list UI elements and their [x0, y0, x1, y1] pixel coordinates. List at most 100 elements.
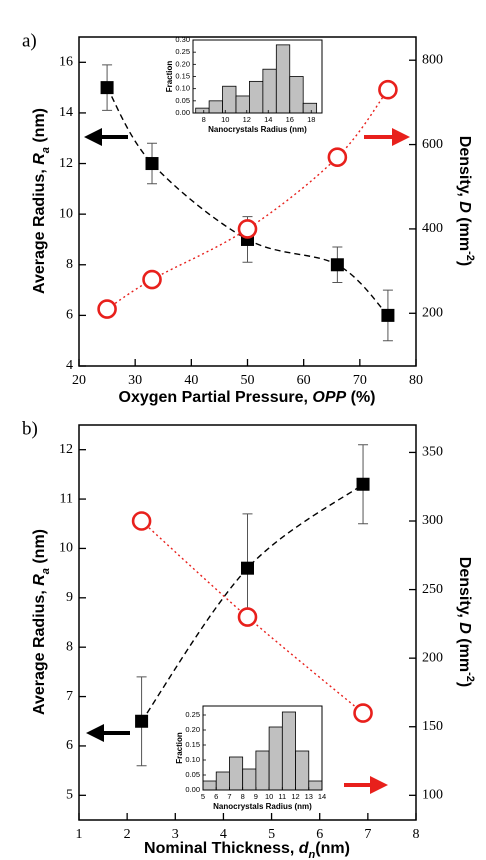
plot-frame [78, 424, 417, 821]
panel-label: b) [22, 418, 38, 439]
x-tick-label: 6 [316, 827, 323, 842]
inset-y-tick-label: 0.00 [175, 108, 190, 117]
y-tick-label: 6 [66, 738, 73, 753]
inset-x-tick-label: 8 [202, 115, 206, 124]
y-tick-label: 16 [59, 55, 73, 70]
inset-x-tick-label: 10 [221, 115, 229, 124]
inset-y-label: Fraction [175, 732, 184, 764]
inset-x-label: Nanocrystals Radius (nm) [208, 125, 307, 134]
histogram-bar [235, 95, 250, 114]
y-tick-label: 10 [59, 206, 73, 221]
inset-x-tick-label: 12 [243, 115, 251, 124]
x-tick-label: 3 [172, 827, 179, 842]
histogram-bar [229, 756, 244, 791]
x-tick-label: 80 [409, 373, 423, 388]
histogram-bar [255, 750, 270, 791]
marker [97, 299, 117, 319]
histogram-bar [295, 750, 310, 791]
y2-axis-label: Density, D (mm-2) [456, 136, 476, 266]
marker [135, 714, 149, 728]
histogram-bar [281, 711, 296, 791]
y-tick-label: 9 [66, 590, 73, 605]
y-tick-label: 11 [60, 491, 73, 506]
x-tick-label: 1 [76, 827, 83, 842]
y-tick-label: 8 [66, 639, 73, 654]
marker [330, 258, 344, 272]
inset-y-label: Fraction [165, 61, 174, 93]
x-axis-label: Oxygen Partial Pressure, OPP (%) [119, 389, 376, 406]
inset-x-tick-label: 14 [318, 792, 326, 801]
y-tick-label: 4 [66, 358, 73, 373]
marker [327, 147, 348, 168]
y-tick-label: 6 [66, 308, 73, 323]
arrow [364, 128, 410, 146]
marker [100, 81, 114, 95]
series-line [141, 520, 364, 714]
y2-tick-label: 200 [422, 305, 443, 320]
inset-y-tick-label: 0.10 [185, 755, 200, 764]
y-tick-label: 12 [59, 442, 73, 457]
arrow [86, 724, 130, 742]
y-tick-label: 10 [59, 541, 73, 556]
histogram-bar [308, 780, 323, 791]
x-tick-label: 30 [128, 373, 142, 388]
histogram-bar [302, 102, 318, 114]
x-tick-label: 8 [413, 827, 420, 842]
inset-y-tick-label: 0.10 [175, 84, 190, 93]
x-tick-label: 40 [184, 373, 198, 388]
x-tick-label: 4 [220, 827, 227, 842]
histogram-bar [222, 85, 237, 114]
x-tick-label: 5 [268, 827, 275, 842]
x-tick-label: 70 [353, 373, 367, 388]
x-tick-label: 20 [72, 373, 86, 388]
inset-y-tick-label: 0.20 [185, 725, 200, 734]
x-tick-label: 60 [297, 373, 311, 388]
inset-x-tick-label: 7 [227, 792, 231, 801]
histogram-bar [208, 100, 223, 114]
histogram-bar [215, 771, 230, 791]
marker [241, 561, 254, 575]
histogram-bar [262, 68, 277, 114]
y-tick-label: 5 [66, 788, 73, 803]
panel-label: a) [22, 30, 37, 51]
x-tick-label: 2 [124, 827, 131, 842]
marker [145, 157, 159, 171]
inset-y-tick-label: 0.25 [175, 47, 190, 56]
inset-x-tick-label: 8 [241, 792, 245, 801]
y2-tick-label: 150 [422, 719, 443, 734]
inset-y-tick-label: 0.05 [185, 770, 200, 779]
histogram-bar [275, 44, 291, 114]
y-tick-label: 7 [66, 689, 73, 704]
inset-y-tick-label: 0.30 [175, 35, 190, 44]
x-tick-label: 50 [241, 373, 255, 388]
arrow [344, 776, 388, 794]
marker [142, 269, 162, 290]
y2-tick-label: 300 [422, 513, 443, 528]
histogram-bar [289, 76, 304, 114]
inset-frame [202, 705, 323, 791]
x-tick-label: 7 [364, 827, 371, 842]
histogram-bar [242, 768, 257, 791]
marker [131, 511, 152, 531]
marker [381, 308, 395, 322]
series-line [106, 87, 389, 316]
marker [237, 219, 258, 239]
inset-x-tick-label: 10 [265, 792, 273, 801]
inset-x-tick-label: 16 [286, 115, 294, 124]
y-tick-label: 8 [66, 257, 73, 272]
y2-tick-label: 200 [422, 650, 443, 665]
y-tick-label: 12 [59, 156, 73, 171]
inset-y-tick-label: 0.20 [175, 59, 190, 68]
y2-tick-label: 800 [422, 52, 443, 67]
series-line [141, 483, 364, 722]
y2-tick-label: 100 [422, 788, 443, 803]
inset-x-tick-label: 12 [291, 792, 299, 801]
y2-tick-label: 250 [422, 582, 443, 597]
inset-x-label: Nanocrystals Radius (nm) [213, 802, 312, 811]
histogram-bar [268, 726, 283, 791]
inset-x-tick-label: 13 [305, 792, 313, 801]
inset-x-tick-label: 9 [254, 792, 258, 801]
marker [353, 703, 373, 723]
inset-x-tick-label: 18 [307, 115, 315, 124]
